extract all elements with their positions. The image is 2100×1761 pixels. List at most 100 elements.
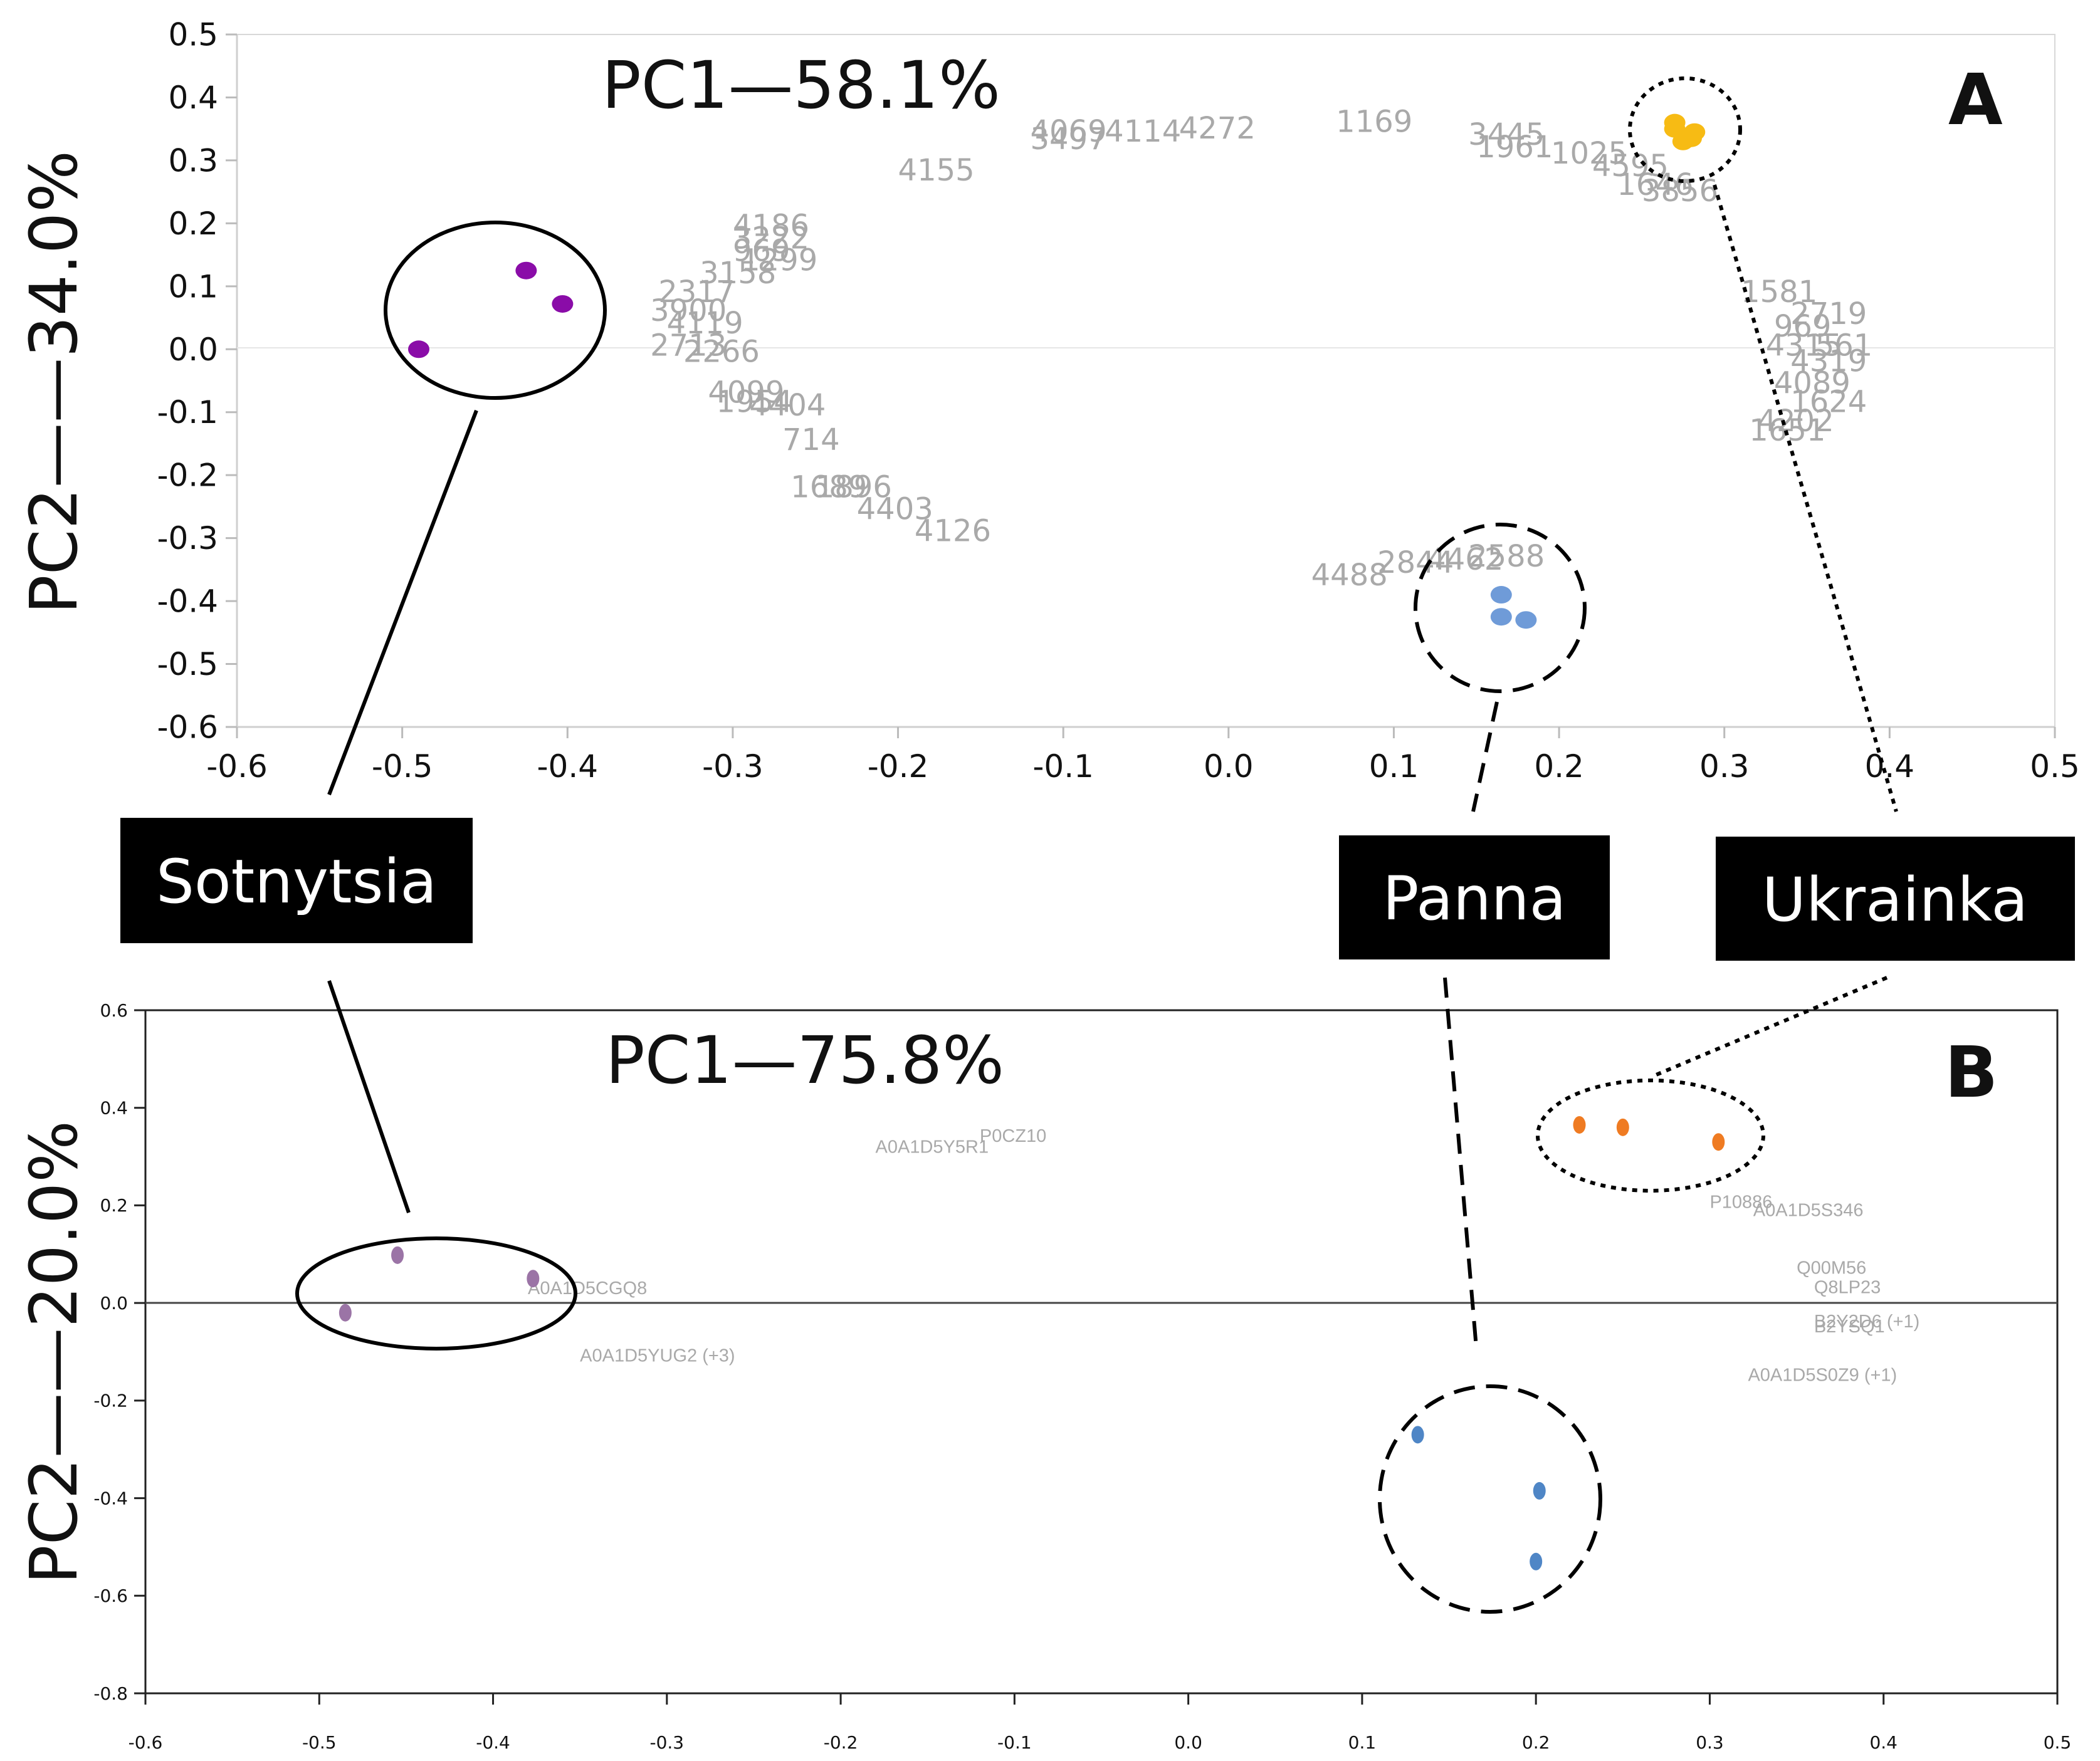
y-tick-label: 0.1	[168, 268, 218, 305]
score-point-ukrainka	[1712, 1133, 1725, 1151]
panel-a-pc1-label: PC1—58.1%	[602, 47, 1000, 123]
loading-label: A0A1D5S346	[1753, 1201, 1864, 1221]
x-tick-label: 0.4	[1865, 748, 1915, 785]
loading-label: 2719	[1790, 296, 1867, 332]
loading-label: 969	[733, 234, 790, 269]
sotnytsia-connector-b	[327, 980, 411, 1213]
panel-b-plot-area	[144, 1009, 2059, 1695]
score-point-sotnytsia	[552, 295, 574, 313]
ukrainka-connector-a	[1713, 184, 1898, 812]
panna-connector-a	[1471, 701, 1499, 812]
x-tick-label: 0.4	[1869, 1732, 1898, 1753]
x-tick-label: -0.2	[824, 1732, 858, 1753]
ukrainka-connector-b	[1651, 976, 1888, 1079]
loading-label: 3856	[1642, 174, 1718, 209]
loading-label: 1624	[1790, 385, 1867, 420]
score-point-panna	[1490, 608, 1512, 626]
x-tick-label: 0.1	[1348, 1732, 1377, 1753]
score-point-sotnytsia	[408, 340, 429, 358]
x-tick-label: -0.2	[868, 748, 929, 785]
callout-panna-box	[1339, 835, 1610, 959]
loading-label: 1169	[1336, 105, 1412, 140]
panna-connector-b	[1443, 977, 1478, 1348]
loading-label: 2317	[658, 274, 735, 310]
loading-label: A0A1D5Y5R1	[876, 1137, 989, 1157]
score-point-sotnytsia	[391, 1246, 404, 1264]
callout-sotnytsia: Sotnytsia	[120, 818, 473, 943]
y-tick-label: 0.4	[100, 1098, 128, 1119]
loading-label: 2844	[1377, 545, 1454, 580]
y-tick-label: 0.5	[168, 17, 218, 53]
callout-ukrainka-label: Ukrainka	[1762, 865, 2028, 935]
loading-label: 1581	[1741, 274, 1817, 310]
panna-ellipse-a	[1414, 523, 1587, 693]
loading-label: 714	[782, 422, 840, 457]
x-tick-label: -0.4	[476, 1732, 510, 1753]
x-tick-label: 0.3	[1696, 1732, 1724, 1753]
loading-label: P0CZ10	[980, 1126, 1046, 1146]
loading-label: 4069	[1030, 114, 1106, 149]
loading-label: 3497	[1030, 122, 1106, 157]
loading-label: 1954	[717, 385, 793, 420]
loading-label: 4319	[1790, 343, 1867, 379]
loading-label: B2Y2D6 (+1)	[1814, 1312, 1919, 1332]
loading-label: 4595	[1592, 149, 1669, 184]
y-tick-label: -0.5	[157, 646, 218, 682]
loading-label: 4186	[733, 208, 809, 243]
x-tick-label: -0.6	[206, 748, 268, 785]
loading-label: 4403	[857, 492, 933, 527]
loading-label: 4488	[1311, 558, 1388, 593]
score-point-sotnytsia	[515, 261, 537, 280]
loading-label: 2266	[683, 334, 760, 369]
y-tick-label: -0.3	[157, 520, 218, 557]
x-tick-label: -0.4	[537, 748, 598, 785]
y-tick-label: 0.4	[168, 80, 218, 116]
loading-label: 1689	[790, 469, 867, 504]
y-tick-label: 0.3	[168, 142, 218, 179]
loading-label: 4272	[1179, 111, 1256, 146]
loading-label: Q00M56	[1797, 1258, 1866, 1278]
loading-label: 4119	[666, 306, 743, 341]
callout-sotnytsia-label: Sotnytsia	[156, 847, 437, 917]
loading-label: B2YSQ1	[1814, 1317, 1885, 1337]
x-tick-label: -0.5	[302, 1732, 337, 1753]
x-tick-label: -0.5	[372, 748, 433, 785]
loading-label: 4202	[1757, 404, 1834, 439]
panel-b-label: B	[1945, 1032, 1998, 1114]
y-tick-label: -0.4	[93, 1488, 128, 1508]
panel-b-pc1-label: PC1—75.8%	[606, 1022, 1004, 1099]
score-point-ukrainka	[1573, 1116, 1586, 1134]
panel-a-label: A	[1948, 60, 2003, 141]
x-tick-label: -0.1	[997, 1732, 1032, 1753]
x-tick-label: 0.1	[1369, 748, 1419, 785]
loading-label: 4315	[1766, 328, 1842, 363]
loading-label: 1025	[1551, 136, 1627, 171]
panna-ellipse-b	[1378, 1384, 1602, 1614]
y-tick-label: 0.2	[100, 1195, 128, 1216]
x-tick-label: -0.3	[702, 748, 764, 785]
loading-label: 3900	[650, 293, 727, 328]
x-tick-label: 0.0	[1174, 1732, 1202, 1753]
ukrainka-ellipse-b	[1536, 1079, 1765, 1193]
x-tick-label: 0.5	[2044, 1732, 2072, 1753]
callout-ukrainka-box	[1716, 837, 2075, 961]
loading-label: 2713	[650, 328, 727, 363]
loading-label: 1299	[741, 243, 817, 278]
y-tick-label: -0.2	[93, 1391, 128, 1411]
score-point-panna	[1515, 611, 1537, 629]
loading-label: 4099	[708, 375, 784, 410]
loading-label: 3222	[733, 221, 809, 256]
score-point-panna	[1411, 1426, 1424, 1444]
y-tick-label: 0.6	[100, 1000, 128, 1021]
loading-label: 561	[1815, 328, 1873, 363]
y-tick-label: 0.0	[168, 332, 218, 368]
x-tick-label: -0.3	[649, 1732, 684, 1753]
loading-label: 4114	[1105, 114, 1181, 149]
loading-label: Q8LP23	[1814, 1278, 1881, 1298]
loading-label: 3445	[1468, 117, 1545, 152]
score-point-ukrainka	[1681, 129, 1702, 147]
loading-label: 4404	[749, 388, 826, 423]
loading-label: 1896	[816, 469, 892, 504]
x-tick-label: 0.2	[1534, 748, 1584, 785]
